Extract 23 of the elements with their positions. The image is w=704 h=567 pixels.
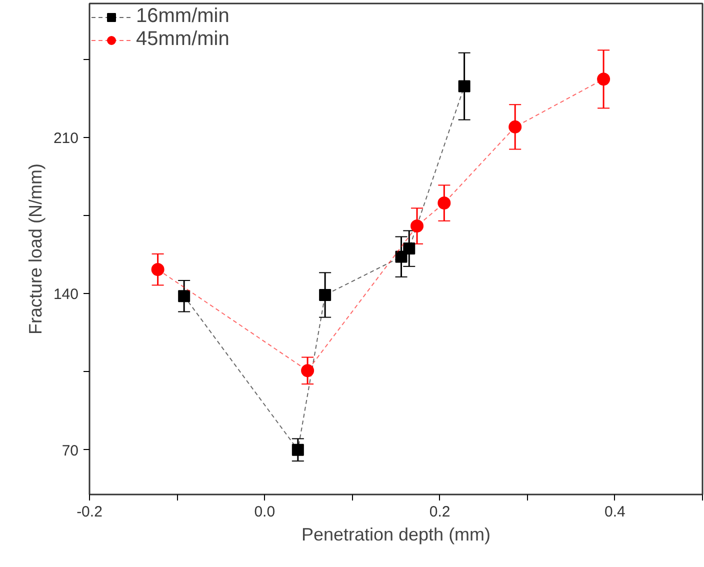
point [395, 250, 408, 263]
legend-label: 45mm/min [136, 28, 230, 51]
point [301, 364, 314, 378]
point [508, 120, 522, 134]
point [403, 242, 416, 255]
x-tick-label: -0.2 [76, 504, 102, 520]
point [151, 263, 164, 276]
x-axis-title: Penetration depth (mm) [301, 524, 491, 544]
point [292, 444, 304, 456]
x-tick-label: 0.0 [254, 504, 276, 520]
point [458, 80, 470, 92]
point [410, 220, 424, 232]
point [438, 196, 451, 210]
y-tick-label: 70 [62, 442, 79, 460]
x-tick-label: 0.4 [604, 504, 626, 520]
y-tick-label: 140 [53, 286, 79, 304]
legend-label: 16mm/min [136, 5, 230, 28]
y-tick-label: 210 [53, 130, 79, 147]
y-axis-title: Fracture load (N/mm) [25, 163, 46, 335]
x-tick-label: 0.2 [429, 504, 450, 520]
point [319, 288, 332, 301]
point [178, 290, 190, 302]
point [597, 72, 610, 86]
